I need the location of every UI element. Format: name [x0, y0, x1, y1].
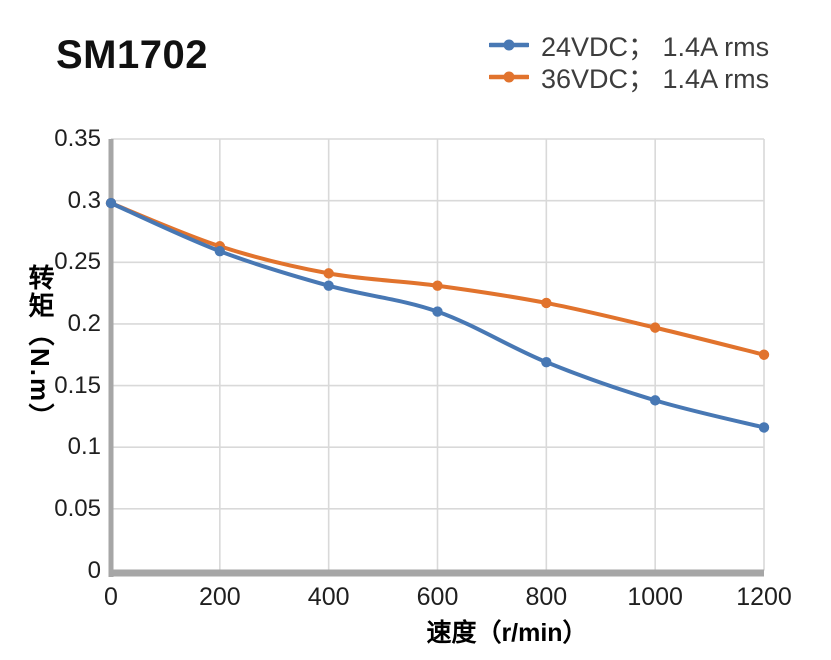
legend-label-36vdc: 36VDC； 1.4A rms [541, 64, 770, 94]
x-tick-label: 1000 [627, 583, 683, 611]
legend-label-24vdc: 24VDC； 1.4A rms [541, 32, 770, 62]
legend-marker-24vdc-icon [489, 39, 529, 50]
y-tick-label: 0.2 [67, 309, 101, 337]
data-point [105, 197, 117, 209]
data-point [323, 280, 334, 291]
x-tick-label: 400 [307, 583, 350, 611]
y-tick-label: 0.1 [67, 433, 101, 461]
data-point [323, 268, 334, 279]
x-axis-line [108, 569, 764, 577]
legend-item-36vdc: 36VDC； 1.4A rms [489, 61, 769, 94]
y-tick-label: 0.25 [54, 248, 101, 276]
y-axis-line [108, 139, 114, 577]
x-tick-label: 800 [525, 583, 568, 611]
data-point [541, 356, 552, 368]
y-tick-label: 0.05 [54, 494, 101, 522]
legend: 24VDC； 1.4A rms 36VDC； 1.4A rms [489, 29, 769, 94]
x-tick-label: 0 [104, 583, 118, 611]
data-point [649, 395, 661, 406]
data-point [758, 422, 770, 433]
data-point [649, 322, 661, 333]
y-tick-label: 0.3 [67, 186, 101, 214]
x-tick-label: 1200 [736, 583, 792, 611]
data-point [432, 306, 443, 317]
data-point [214, 245, 226, 257]
x-tick-label: 600 [416, 583, 459, 611]
x-axis-title: 速度（r/min） [426, 619, 588, 647]
y-axis-title: 转矩（N.m） [25, 264, 55, 432]
legend-marker-36vdc-icon [489, 71, 529, 82]
y-tick-label: 0.15 [54, 371, 101, 399]
y-tick-label: 0 [87, 556, 101, 584]
y-tick-label: 0.35 [54, 125, 101, 152]
data-point [758, 349, 770, 360]
data-point [541, 297, 552, 309]
legend-item-24vdc: 24VDC； 1.4A rms [489, 29, 769, 62]
data-point [432, 280, 443, 291]
chart-title: SM1702 [56, 33, 208, 77]
x-tick-label: 200 [198, 583, 241, 611]
